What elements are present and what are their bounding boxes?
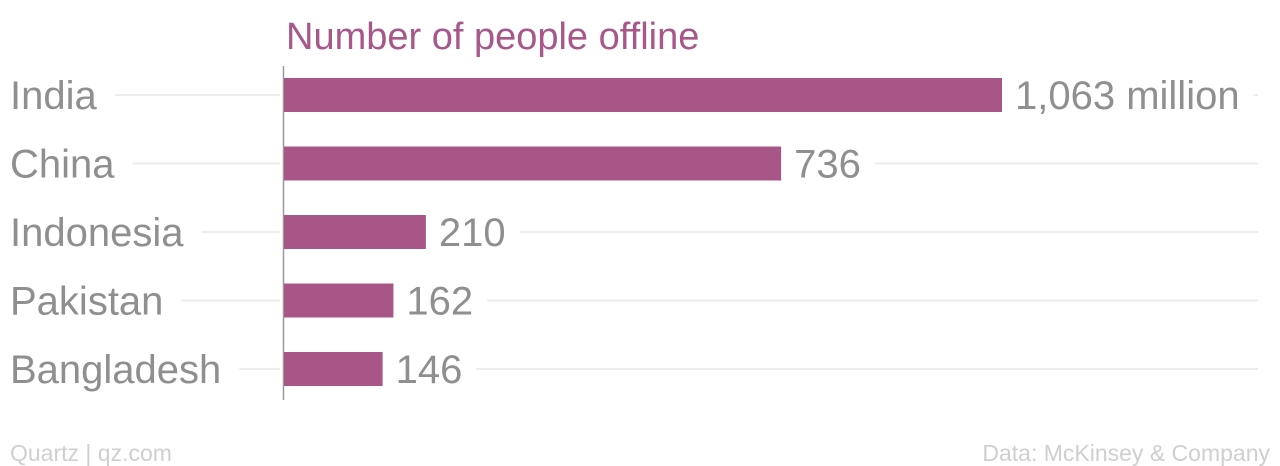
chart-title: Number of people offline	[286, 16, 699, 58]
category-labels: India China Indonesia Pakistan Bangladesh	[10, 74, 221, 392]
source-credit: Quartz | qz.com	[10, 440, 172, 466]
value-label: 736	[794, 143, 861, 187]
gridlines	[114, 94, 1258, 370]
value-labels: 1,063 million 736 210 162 146	[396, 74, 1240, 392]
bar	[284, 352, 383, 386]
category-label: India	[10, 74, 97, 118]
value-label: 210	[439, 211, 506, 255]
value-label: 146	[396, 348, 463, 392]
category-label: Indonesia	[10, 211, 184, 255]
category-label: Bangladesh	[10, 348, 221, 392]
value-label: 1,063 million	[1015, 74, 1240, 118]
bar	[284, 146, 782, 181]
bar	[284, 283, 394, 318]
data-source: Data: McKinsey & Company	[982, 440, 1270, 466]
bar	[284, 215, 426, 249]
bar	[284, 78, 1002, 112]
bars	[284, 78, 1002, 386]
category-label: Pakistan	[10, 280, 163, 324]
category-label: China	[10, 143, 115, 187]
value-label: 162	[406, 280, 473, 324]
